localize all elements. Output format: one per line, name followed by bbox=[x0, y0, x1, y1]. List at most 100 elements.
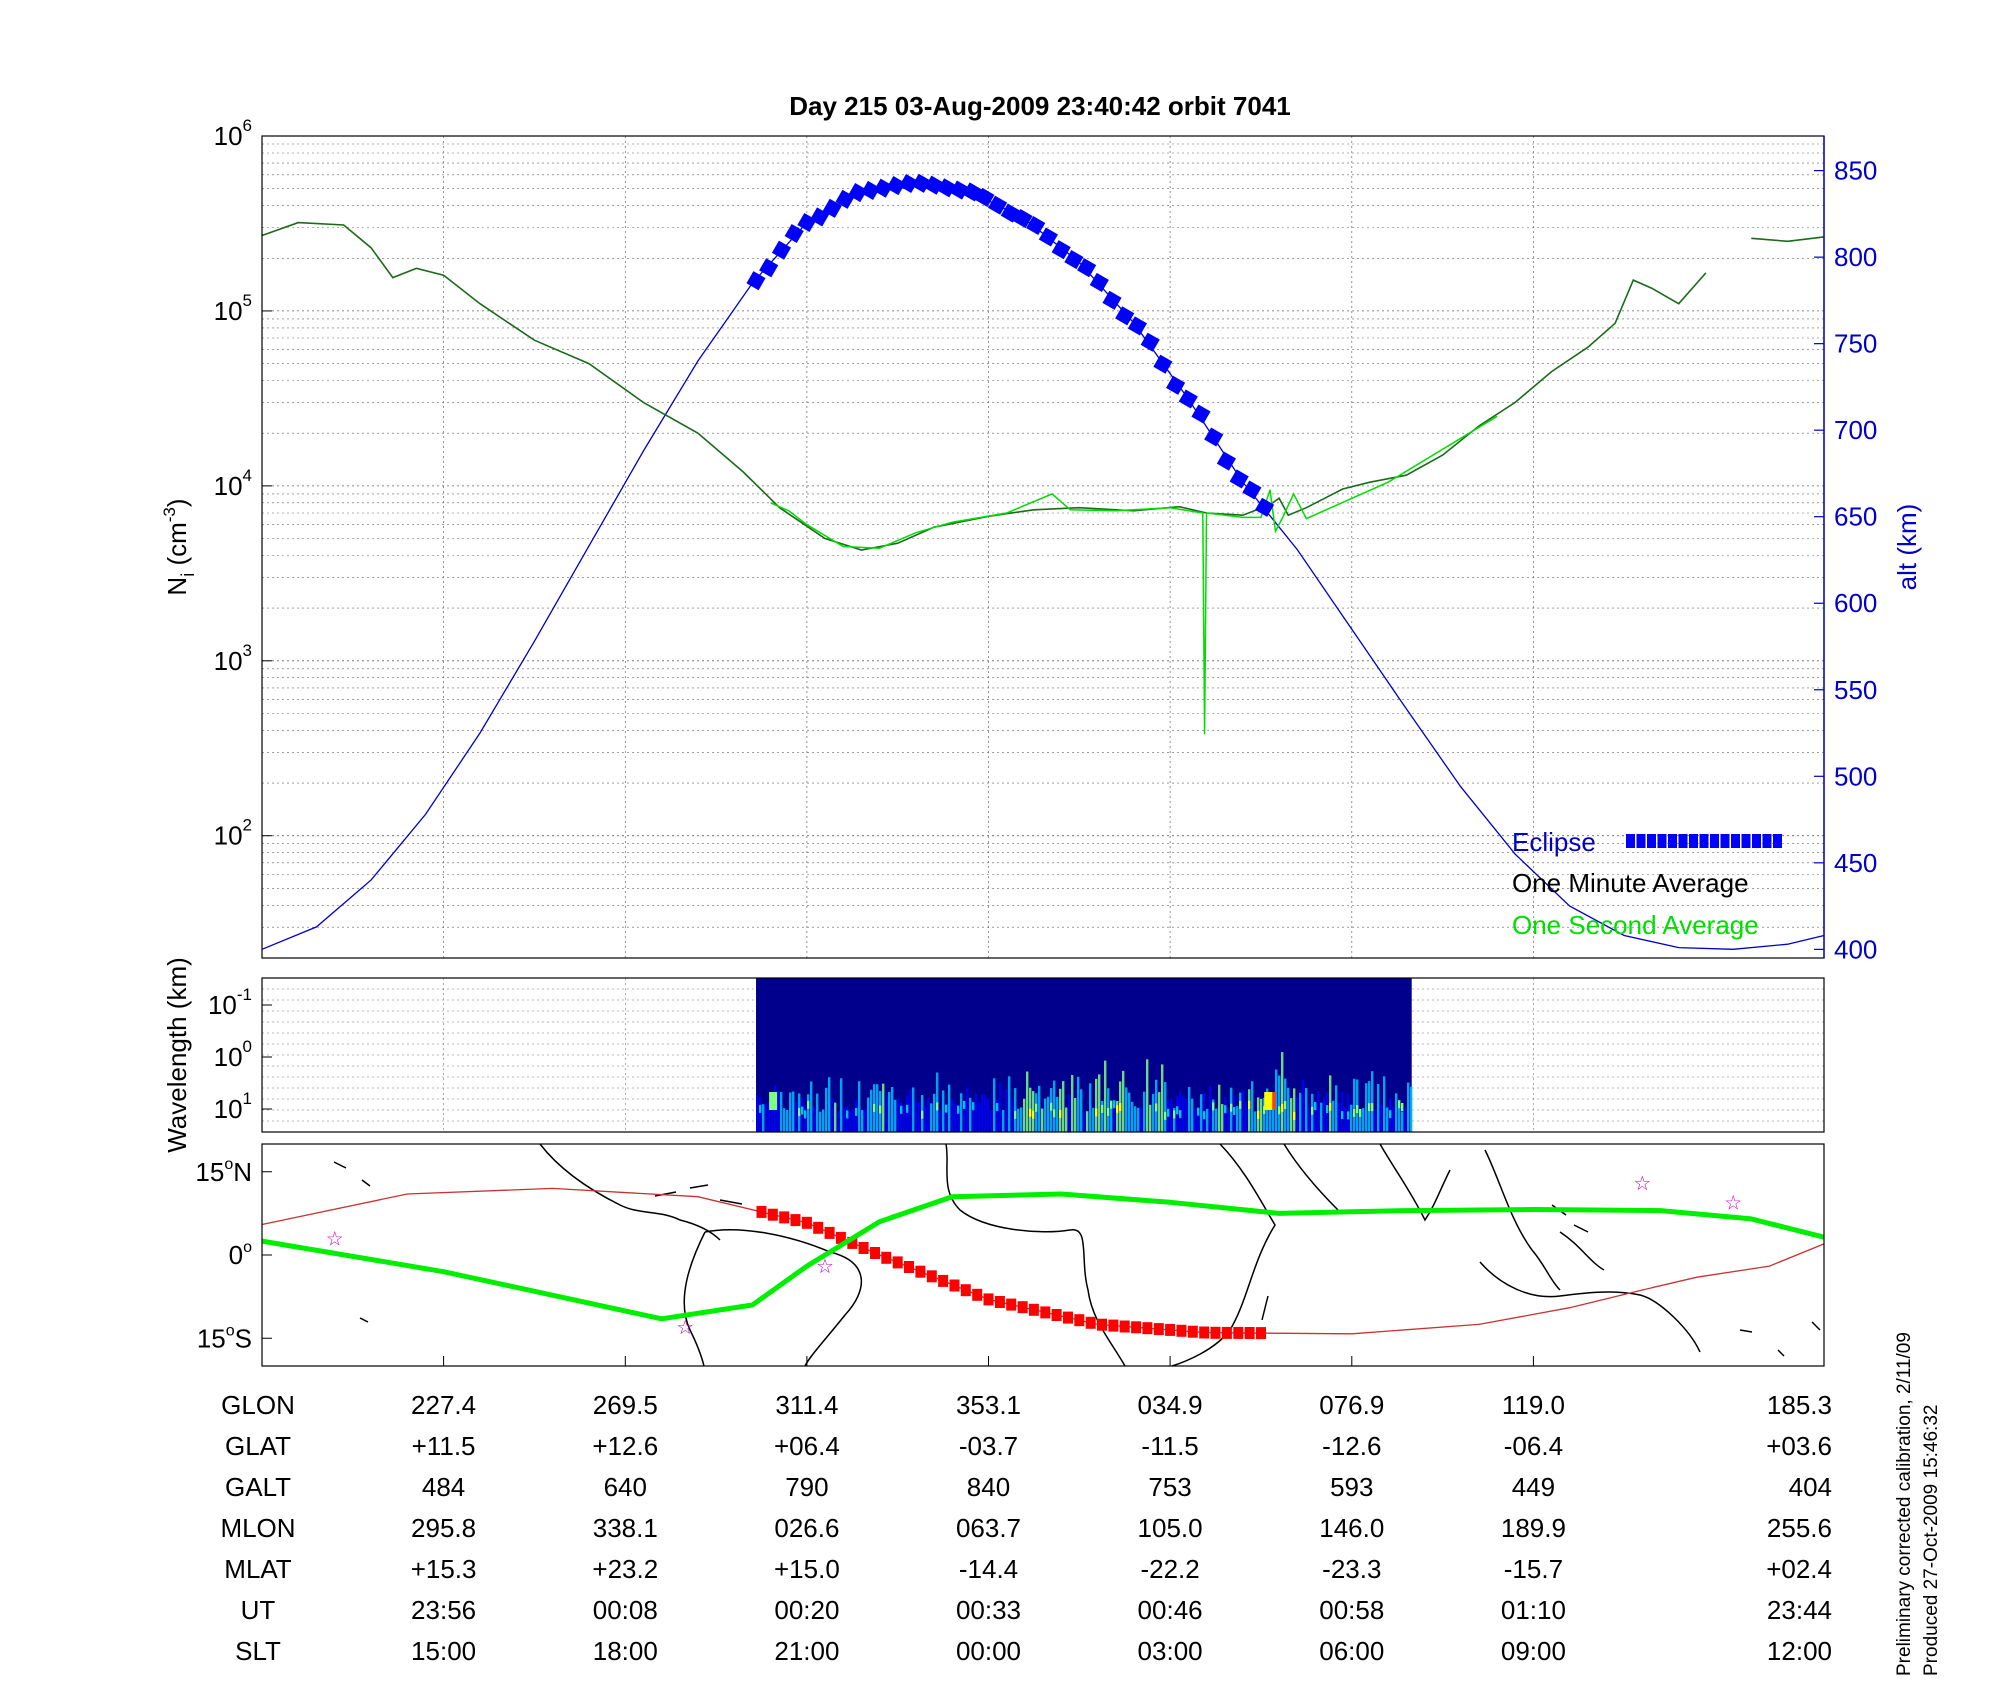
spectrogram-hotspot bbox=[1347, 1111, 1350, 1120]
spectrogram-column bbox=[1215, 1108, 1218, 1132]
spectrogram-column bbox=[1044, 1098, 1047, 1132]
eclipse-ground-marker bbox=[824, 1226, 835, 1239]
spectrogram-column bbox=[1122, 1070, 1125, 1132]
spectrogram-hotspot bbox=[1107, 1107, 1110, 1116]
one-second-average-line bbox=[770, 415, 1498, 735]
spectrogram-column bbox=[1197, 1111, 1200, 1132]
density-y-tick-exponent: 4 bbox=[243, 466, 252, 485]
eclipse-marker bbox=[1051, 240, 1071, 260]
spectrogram-column bbox=[1185, 1098, 1188, 1132]
spectrogram-column bbox=[1152, 1093, 1155, 1132]
spectrogram-column bbox=[783, 1108, 786, 1132]
spectrogram-column bbox=[1164, 1082, 1167, 1132]
table-cell: 09:00 bbox=[1501, 1636, 1566, 1666]
spectrogram-column bbox=[1224, 1097, 1227, 1132]
table-cell: 593 bbox=[1330, 1472, 1373, 1502]
spectrogram-column bbox=[834, 1102, 837, 1132]
spectrogram-column bbox=[1278, 1075, 1281, 1132]
spectrogram-column bbox=[816, 1093, 819, 1132]
altitude-y-tick-label: 600 bbox=[1834, 588, 1877, 618]
spectrogram-column bbox=[1407, 1082, 1410, 1132]
spectrogram-column bbox=[891, 1087, 894, 1132]
spectrogram-column bbox=[1248, 1089, 1251, 1132]
table-cell: 076.9 bbox=[1319, 1390, 1384, 1420]
spectrogram-column bbox=[948, 1084, 951, 1132]
eclipse-marker bbox=[988, 195, 1008, 215]
spectrogram-column bbox=[1377, 1084, 1380, 1132]
coastline-madagascar bbox=[1261, 1295, 1269, 1321]
spectrogram-column bbox=[990, 1110, 993, 1132]
spectrogram-column bbox=[1290, 1098, 1293, 1132]
spectrogram-column bbox=[1188, 1086, 1191, 1132]
spectrogram-column bbox=[1200, 1094, 1203, 1132]
spectrogram-column bbox=[1338, 1103, 1341, 1132]
spectrogram-column bbox=[1392, 1107, 1395, 1132]
density-label-main: N bbox=[162, 577, 192, 596]
eclipse-ground-marker bbox=[915, 1265, 926, 1278]
spectrogram-column bbox=[1170, 1098, 1173, 1132]
eclipse-ground-marker bbox=[1187, 1325, 1198, 1338]
spectrogram-hotspot bbox=[1164, 1111, 1167, 1120]
eclipse-marker bbox=[975, 187, 995, 207]
eclipse-marker bbox=[899, 173, 919, 194]
table-cell: 189.9 bbox=[1501, 1513, 1566, 1543]
density-y-tick-label: 102 bbox=[214, 816, 252, 851]
eclipse-ground-marker bbox=[994, 1296, 1005, 1308]
spectrogram-column bbox=[867, 1097, 870, 1132]
spectrogram-frame bbox=[261, 977, 1825, 1133]
eclipse-marker bbox=[1013, 209, 1033, 229]
spectrogram-column bbox=[795, 1102, 798, 1132]
spectrogram-hotspot bbox=[804, 1110, 807, 1119]
spectrogram-hotspot bbox=[1263, 1106, 1266, 1115]
table-cell: -12.6 bbox=[1322, 1431, 1381, 1461]
table-cell: 185.3 bbox=[1767, 1390, 1832, 1420]
spectrogram-column bbox=[984, 1094, 987, 1132]
spectrogram-column bbox=[966, 1087, 969, 1132]
coastline-southeast-asia bbox=[1479, 1149, 1701, 1353]
spectrogram-hotspot bbox=[1050, 1102, 1053, 1111]
altitude-y-tick-label: 500 bbox=[1834, 761, 1877, 791]
table-cell: +02.4 bbox=[1766, 1554, 1832, 1584]
table-row-label: GLAT bbox=[225, 1431, 291, 1461]
spectrogram-column bbox=[780, 1092, 783, 1132]
eclipse-ground-marker bbox=[835, 1231, 846, 1244]
spectrogram-column bbox=[1353, 1078, 1356, 1132]
eclipse-marker bbox=[1229, 469, 1249, 489]
spectrogram-hotspot bbox=[1401, 1103, 1404, 1111]
spectrogram-column bbox=[1158, 1092, 1161, 1132]
star-marker: ☆ bbox=[1633, 1173, 1651, 1195]
latitude-y-tick-label: 0o bbox=[229, 1239, 252, 1270]
eclipse-marker bbox=[822, 198, 842, 218]
eclipse-ground-marker bbox=[983, 1293, 994, 1306]
altitude-y-tick-label: 850 bbox=[1834, 156, 1877, 186]
eclipse-marker bbox=[1204, 427, 1224, 447]
eclipse-marker bbox=[1153, 354, 1173, 374]
spectrogram-column bbox=[837, 1110, 840, 1132]
table-row-label: GALT bbox=[225, 1472, 291, 1502]
table-cell: -03.7 bbox=[959, 1431, 1018, 1461]
table-cell: -23.3 bbox=[1322, 1554, 1381, 1584]
legend-eclipse-label: Eclipse bbox=[1512, 827, 1596, 857]
spectrogram-column bbox=[792, 1091, 795, 1132]
spectrogram-intense-patch bbox=[1264, 1092, 1273, 1110]
density-y-tick-base: 10 bbox=[214, 821, 243, 851]
spectrogram-column bbox=[1272, 1104, 1275, 1132]
spectrogram-column bbox=[1098, 1074, 1101, 1132]
spectrogram-hotspot bbox=[798, 1108, 801, 1117]
spectrogram-hotspot bbox=[1284, 1101, 1287, 1109]
density-y-tick-base: 10 bbox=[214, 296, 243, 326]
spectrogram-column bbox=[960, 1093, 963, 1132]
spectrogram-hotspot bbox=[1314, 1102, 1317, 1111]
wavelength-y-tick-base: 10 bbox=[208, 990, 237, 1020]
spectrogram-column bbox=[855, 1100, 858, 1132]
ground-tracks: ☆ ☆ ☆ ☆ ☆ bbox=[261, 1173, 1825, 1339]
spectrogram-hotspot bbox=[1059, 1110, 1062, 1118]
spectrogram-column bbox=[954, 1103, 957, 1132]
density-y-tick-exponent: 3 bbox=[243, 641, 252, 660]
spectrogram-column bbox=[1209, 1086, 1212, 1132]
spectrogram-hotspot bbox=[1281, 1103, 1284, 1112]
spectrogram-column bbox=[912, 1087, 915, 1132]
spectrogram-column bbox=[852, 1109, 855, 1132]
eclipse-ground-marker bbox=[1108, 1319, 1119, 1332]
